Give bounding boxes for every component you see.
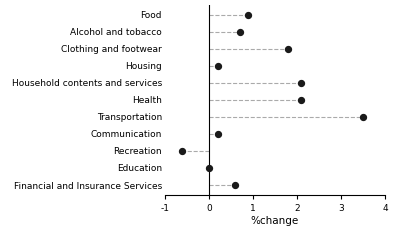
Point [360,115,366,119]
Point [237,30,243,34]
Point [214,64,221,68]
X-axis label: %change: %change [251,216,299,226]
Point [285,47,291,51]
Point [206,166,212,170]
Point [214,132,221,136]
Point [179,149,185,153]
Point [298,98,304,102]
Point [298,81,304,85]
Point [232,183,239,187]
Point [245,13,252,17]
